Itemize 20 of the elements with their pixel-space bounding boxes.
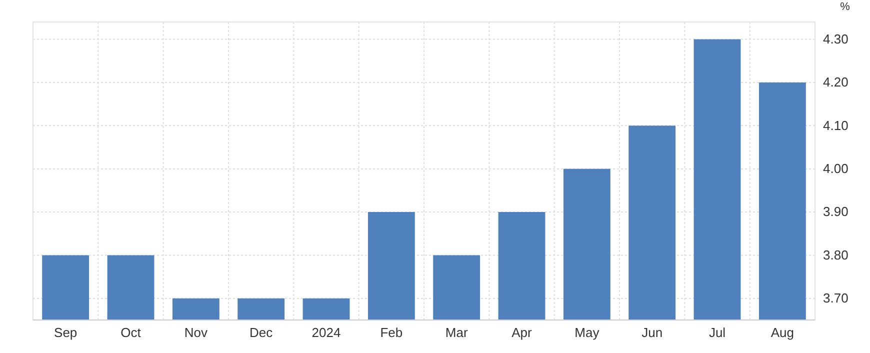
x-tick-label: Oct — [120, 325, 142, 340]
y-tick-label: 4.00 — [823, 161, 848, 176]
x-tick-label: Jul — [708, 325, 726, 340]
y-tick-label: 3.90 — [823, 204, 848, 220]
x-tick-label: 2024 — [312, 325, 341, 340]
x-tick-label: Nov — [184, 325, 208, 340]
y-tick-label: 4.30 — [823, 31, 848, 46]
x-tick-label: May — [574, 325, 600, 340]
y-tick-label: 3.80 — [823, 247, 848, 262]
x-tick-label: Mar — [445, 325, 468, 340]
y-axis-title: % — [840, 1, 850, 13]
x-tick-label: Jun — [642, 325, 663, 340]
x-tick-label: Dec — [250, 325, 274, 340]
x-tick-label: Aug — [770, 325, 794, 340]
y-tick-label: 4.10 — [823, 118, 848, 133]
x-tick-label: Apr — [512, 325, 533, 340]
y-tick-label: 3.70 — [823, 290, 848, 306]
x-tick-label: Feb — [380, 325, 403, 340]
x-tick-label: Sep — [54, 325, 78, 340]
y-tick-label: 4.20 — [823, 74, 848, 90]
